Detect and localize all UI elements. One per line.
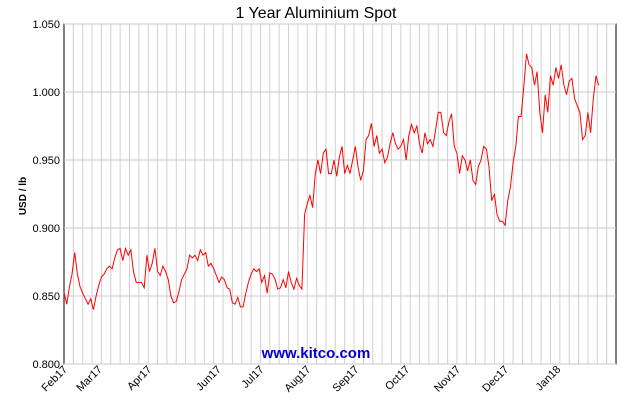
y-axis-ticks: 0.800 0.850 0.900 0.950 1.000 1.050	[32, 19, 60, 371]
x-tick-label: Nov17	[432, 364, 463, 395]
x-tick-label: Jul17	[240, 364, 267, 391]
chart-title: 1 Year Aluminium Spot	[236, 5, 398, 22]
y-tick-label: 0.850	[32, 291, 60, 303]
x-tick-label: Oct17	[383, 364, 412, 393]
x-axis-ticks: Feb17 Mar17 Apr17 Jun17 Jul17 Aug17 Sep17 Oct17…	[40, 364, 564, 395]
x-tick-label: Aug17	[282, 364, 313, 395]
y-tick-label: 0.950	[32, 155, 60, 167]
y-axis-label: USD / lb	[18, 177, 29, 215]
x-tick-label: Jun17	[194, 364, 224, 394]
price-series-line	[63, 53, 600, 310]
y-tick-label: 1.050	[32, 19, 60, 31]
x-tick-label: Mar17	[74, 364, 105, 395]
x-tick-label: Apr17	[125, 364, 154, 393]
watermark: www.kitco.com	[261, 345, 371, 362]
y-tick-label: 0.800	[32, 359, 60, 371]
gridlines	[64, 23, 616, 365]
x-tick-label: Sep17	[331, 364, 362, 395]
y-tick-label: 0.900	[32, 223, 60, 235]
y-tick-label: 1.000	[32, 87, 60, 99]
x-tick-label: Dec17	[480, 364, 511, 395]
x-tick-label: Jan18	[534, 364, 564, 394]
